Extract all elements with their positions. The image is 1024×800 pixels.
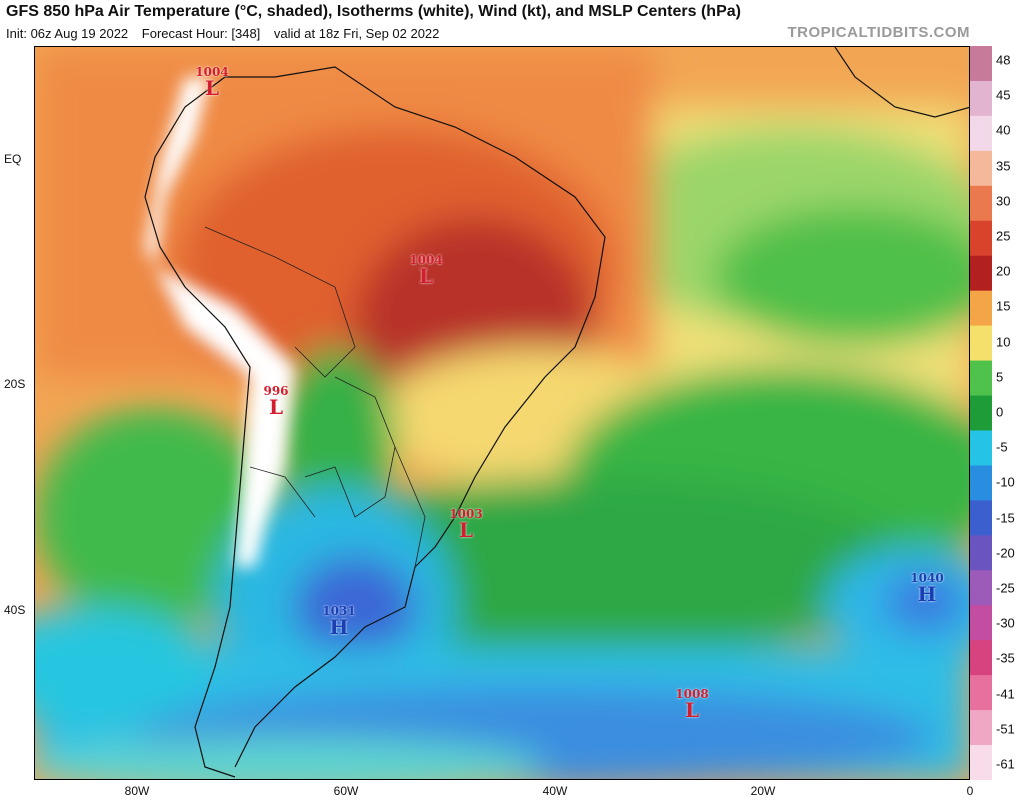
colorbar-segment [970, 710, 992, 746]
colorbar-tick-label: -61 [996, 756, 1015, 772]
colorbar-segment [970, 255, 992, 292]
colorbar-tick-label: 45 [996, 87, 1011, 103]
lon-label-80w: 80W [124, 784, 150, 798]
high-pressure-center: 1040 H [910, 571, 944, 606]
colorbar-tick-label: -51 [996, 721, 1015, 737]
colorbar-segment [970, 115, 992, 152]
temperature-field [35, 47, 969, 779]
colorbar-segment [970, 675, 992, 711]
colorbar-segment [970, 290, 992, 327]
low-pressure-center: 1004 L [409, 253, 443, 288]
lon-label-0: 0 [966, 784, 974, 798]
lat-label-40s: 40S [4, 603, 26, 617]
colorbar-segment [970, 535, 992, 571]
colorbar-segment [970, 325, 992, 362]
colorbar-tick-label: 30 [996, 193, 1011, 209]
colorbar-tick-label: -25 [996, 580, 1015, 596]
lat-label-20s: 20S [4, 377, 26, 391]
lat-label-eq: EQ [4, 152, 22, 166]
colorbar-segment [970, 500, 992, 536]
colorbar-tick-label: -5 [996, 439, 1008, 455]
temperature-colorbar [970, 46, 992, 780]
init-time: Init: 06z Aug 19 2022 [6, 26, 129, 41]
colorbar-segment [970, 395, 992, 431]
colorbar-segment [970, 46, 992, 82]
colorbar-tick-label: 0 [996, 404, 1004, 420]
colorbar-tick-label: -30 [996, 615, 1015, 631]
colorbar-segment [970, 570, 992, 606]
colorbar-tick-label: -15 [996, 510, 1015, 526]
colorbar-tick-label: -35 [996, 650, 1015, 666]
map-subtitle: Init: 06z Aug 19 2022 Forecast Hour: [34… [6, 26, 449, 41]
high-pressure-center: 1031 H [322, 604, 356, 639]
colorbar-tick-label: 15 [996, 298, 1011, 314]
colorbar-tick-label: 35 [996, 158, 1011, 174]
colorbar-tick-label: -20 [996, 545, 1015, 561]
colorbar-tick-label: -41 [996, 686, 1015, 702]
colorbar-segment [970, 640, 992, 676]
temperature-map [34, 46, 970, 780]
colorbar-tick-label: 40 [996, 122, 1011, 138]
colorbar-segment [970, 150, 992, 187]
colorbar-tick-label: 20 [996, 263, 1011, 279]
colorbar-segment [970, 360, 992, 397]
low-pressure-center: 996 L [263, 384, 289, 419]
colorbar-tick-label: 25 [996, 228, 1011, 244]
colorbar-segment [970, 745, 992, 780]
forecast-hour: Forecast Hour: [348] [141, 26, 261, 41]
brand-watermark: TROPICALTIDBITS.COM [787, 24, 970, 41]
lon-label-40w: 40W [542, 784, 568, 798]
coastlines [144, 47, 969, 778]
colorbar-tick-label: -10 [996, 474, 1015, 490]
colorbar-segment [970, 605, 992, 641]
country-borders [204, 226, 426, 568]
colorbar-segment [970, 430, 992, 466]
colorbar-segment [970, 220, 992, 257]
colorbar-tick-label: 5 [996, 369, 1004, 385]
low-pressure-center: 1008 L [675, 687, 709, 722]
low-pressure-center: 1003 L [449, 507, 483, 542]
valid-time: valid at 18z Fri, Sep 02 2022 [273, 26, 440, 41]
map-title: GFS 850 hPa Air Temperature (°C, shaded)… [6, 3, 741, 20]
low-pressure-center: 1004 L [195, 65, 229, 100]
colorbar-segment [970, 465, 992, 501]
lon-label-60w: 60W [333, 784, 359, 798]
lon-label-20w: 20W [750, 784, 776, 798]
colorbar-tick-label: 10 [996, 334, 1011, 350]
colorbar-tick-label: 48 [996, 52, 1011, 68]
colorbar-segment [970, 80, 992, 117]
colorbar-segment [970, 185, 992, 222]
